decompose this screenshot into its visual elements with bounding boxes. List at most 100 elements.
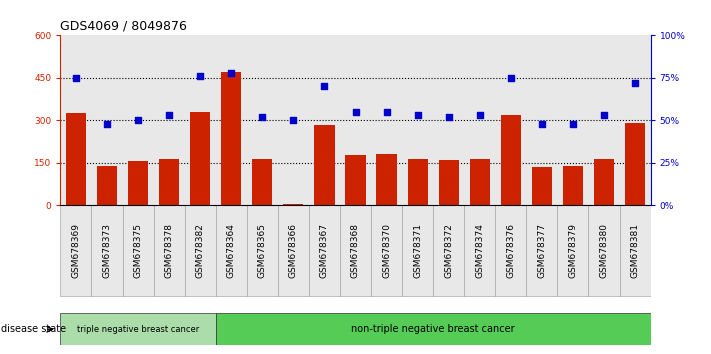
- Bar: [501, 115, 521, 205]
- Bar: [563, 166, 583, 205]
- Bar: [283, 204, 304, 205]
- Text: GSM678378: GSM678378: [165, 223, 173, 278]
- FancyBboxPatch shape: [92, 205, 122, 296]
- Text: GSM678365: GSM678365: [258, 223, 267, 278]
- Text: GSM678366: GSM678366: [289, 223, 298, 278]
- FancyBboxPatch shape: [557, 205, 589, 296]
- FancyBboxPatch shape: [154, 205, 185, 296]
- Bar: [496, 35, 526, 205]
- Text: GSM678381: GSM678381: [631, 223, 639, 278]
- Point: [381, 109, 392, 115]
- Bar: [407, 159, 428, 205]
- Bar: [619, 35, 651, 205]
- Text: non-triple negative breast cancer: non-triple negative breast cancer: [351, 324, 515, 334]
- Bar: [314, 125, 335, 205]
- Bar: [625, 123, 645, 205]
- Text: GSM678372: GSM678372: [444, 223, 453, 278]
- Point: [598, 113, 609, 118]
- Bar: [122, 35, 154, 205]
- Text: GSM678382: GSM678382: [196, 223, 205, 278]
- Text: GSM678369: GSM678369: [72, 223, 80, 278]
- Text: GSM678376: GSM678376: [506, 223, 515, 278]
- FancyBboxPatch shape: [60, 205, 92, 296]
- Text: GSM678371: GSM678371: [413, 223, 422, 278]
- FancyBboxPatch shape: [122, 205, 154, 296]
- Bar: [128, 161, 148, 205]
- Bar: [526, 35, 557, 205]
- Text: GSM678368: GSM678368: [351, 223, 360, 278]
- FancyBboxPatch shape: [185, 205, 215, 296]
- Bar: [346, 155, 365, 205]
- Point: [225, 70, 237, 76]
- Text: GSM678370: GSM678370: [382, 223, 391, 278]
- Bar: [215, 35, 247, 205]
- FancyBboxPatch shape: [247, 205, 278, 296]
- Text: GSM678373: GSM678373: [102, 223, 112, 278]
- Point: [412, 113, 423, 118]
- Bar: [594, 159, 614, 205]
- FancyBboxPatch shape: [526, 205, 557, 296]
- Bar: [221, 72, 241, 205]
- Text: GSM678364: GSM678364: [227, 223, 236, 278]
- Bar: [433, 35, 464, 205]
- Bar: [247, 35, 278, 205]
- Point: [132, 118, 144, 123]
- Point: [350, 109, 361, 115]
- FancyBboxPatch shape: [371, 205, 402, 296]
- Point: [629, 80, 641, 86]
- Point: [474, 113, 486, 118]
- Bar: [439, 160, 459, 205]
- Bar: [154, 35, 185, 205]
- Bar: [557, 35, 589, 205]
- FancyBboxPatch shape: [433, 205, 464, 296]
- Text: GDS4069 / 8049876: GDS4069 / 8049876: [60, 20, 187, 33]
- Bar: [185, 35, 215, 205]
- Text: GSM678380: GSM678380: [599, 223, 609, 278]
- Text: GSM678375: GSM678375: [134, 223, 143, 278]
- Point: [164, 113, 175, 118]
- Bar: [589, 35, 619, 205]
- Text: GSM678379: GSM678379: [568, 223, 577, 278]
- FancyBboxPatch shape: [340, 205, 371, 296]
- Point: [505, 75, 516, 81]
- Point: [567, 121, 579, 127]
- Text: disease state: disease state: [1, 324, 67, 334]
- Bar: [402, 35, 433, 205]
- Bar: [97, 166, 117, 205]
- Bar: [376, 154, 397, 205]
- FancyBboxPatch shape: [60, 313, 215, 345]
- Point: [195, 73, 206, 79]
- Bar: [252, 159, 272, 205]
- Bar: [159, 159, 179, 205]
- Text: GSM678377: GSM678377: [538, 223, 546, 278]
- Text: triple negative breast cancer: triple negative breast cancer: [77, 325, 199, 334]
- FancyBboxPatch shape: [496, 205, 526, 296]
- FancyBboxPatch shape: [278, 205, 309, 296]
- Bar: [340, 35, 371, 205]
- Bar: [60, 35, 92, 205]
- Bar: [371, 35, 402, 205]
- Bar: [278, 35, 309, 205]
- Bar: [532, 167, 552, 205]
- FancyBboxPatch shape: [309, 205, 340, 296]
- FancyBboxPatch shape: [589, 205, 619, 296]
- Point: [288, 118, 299, 123]
- Point: [102, 121, 113, 127]
- FancyBboxPatch shape: [215, 205, 247, 296]
- Bar: [66, 113, 86, 205]
- Bar: [92, 35, 122, 205]
- Point: [70, 75, 82, 81]
- Text: GSM678367: GSM678367: [320, 223, 329, 278]
- Bar: [464, 35, 496, 205]
- Point: [536, 121, 547, 127]
- FancyBboxPatch shape: [402, 205, 433, 296]
- Bar: [190, 112, 210, 205]
- Bar: [470, 159, 490, 205]
- FancyBboxPatch shape: [464, 205, 496, 296]
- Point: [319, 84, 330, 89]
- Bar: [309, 35, 340, 205]
- Point: [257, 114, 268, 120]
- FancyBboxPatch shape: [215, 313, 651, 345]
- Point: [443, 114, 454, 120]
- FancyBboxPatch shape: [619, 205, 651, 296]
